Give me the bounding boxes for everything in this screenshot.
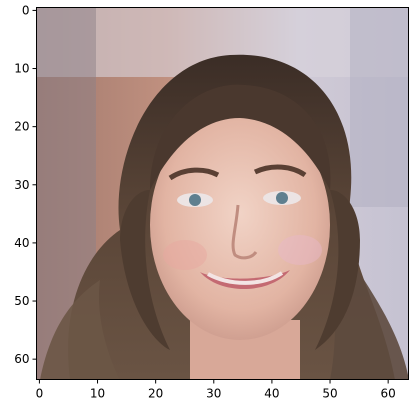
face-image [36, 7, 409, 380]
x-tick-label: 50 [322, 387, 337, 401]
x-tick-label: 20 [148, 387, 163, 401]
x-axis-ticks: 0 10 20 30 40 50 60 [36, 379, 396, 401]
x-tick-label: 30 [206, 387, 221, 401]
y-tick-label: 20 [14, 120, 29, 134]
axes-frame [36, 7, 409, 380]
x-tick-label: 40 [264, 387, 279, 401]
x-tick-label: 60 [381, 387, 396, 401]
y-tick-label: 40 [14, 236, 29, 250]
y-tick-label: 0 [22, 3, 30, 17]
y-tick-label: 50 [14, 294, 29, 308]
x-tick-label: 0 [36, 387, 44, 401]
y-axis-ticks: 0 10 20 30 40 50 60 [14, 3, 37, 366]
x-tick-label: 10 [90, 387, 105, 401]
y-tick-label: 30 [14, 178, 29, 192]
y-tick-label: 10 [14, 62, 29, 76]
mouth [200, 270, 290, 290]
y-tick-label: 60 [14, 352, 29, 366]
